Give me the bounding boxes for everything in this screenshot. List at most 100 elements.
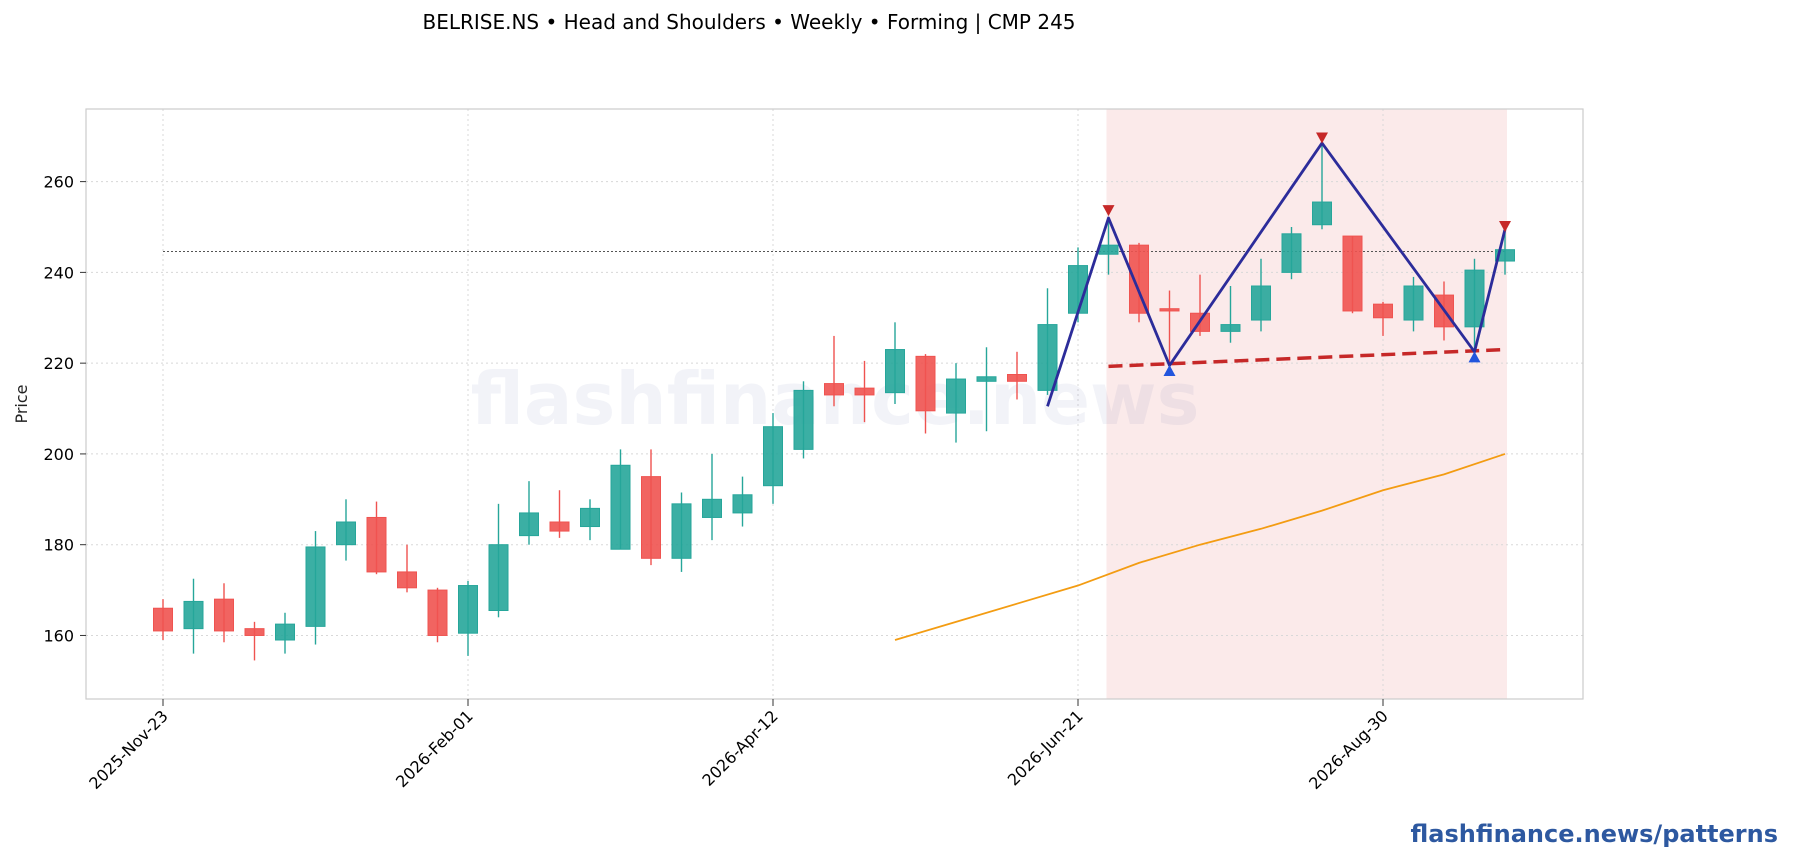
candle (427, 587, 448, 643)
candle (1403, 276, 1424, 332)
candle-body (824, 383, 844, 396)
candle (1159, 290, 1180, 368)
x-tick-label: 2025-Nov-23 (85, 706, 172, 793)
candle-body (1220, 324, 1241, 332)
pattern-markers (1102, 132, 1511, 376)
pattern-path (1046, 141, 1507, 407)
peak-marker (1102, 205, 1115, 217)
candle (702, 453, 722, 541)
candle-body (793, 389, 814, 450)
candle-body (763, 426, 783, 487)
candle-body (610, 464, 631, 550)
candle-body (641, 476, 661, 559)
candle (1342, 235, 1363, 314)
candle (610, 449, 631, 550)
candle-body (275, 623, 295, 641)
candle (519, 481, 539, 545)
candle (1373, 301, 1393, 336)
candle (153, 599, 173, 640)
candle-body (336, 521, 356, 546)
candle-body (946, 378, 966, 414)
candle (305, 531, 326, 645)
candle (946, 363, 966, 443)
peak-marker (1499, 221, 1511, 232)
candle-body (1403, 285, 1424, 321)
candle-body (1251, 285, 1271, 321)
candle-body (244, 628, 265, 636)
candle (641, 449, 661, 566)
candle (549, 490, 570, 538)
candle (793, 381, 814, 459)
peak-marker (1316, 132, 1328, 144)
moving-average-line (894, 453, 1506, 641)
chart-title: BELRISE.NS • Head and Shoulders • Weekly… (422, 10, 1075, 34)
watermark: flashfinance.news (471, 357, 1200, 441)
candle-body (885, 349, 905, 394)
candle-body (1281, 233, 1302, 273)
candle (580, 499, 600, 541)
candle (824, 335, 844, 407)
candle (458, 581, 478, 656)
candle (183, 578, 204, 654)
candle-body (488, 544, 509, 612)
x-axis: 2025-Nov-23 2026-Feb-01 2026-Apr-12 2026-Ju… (85, 699, 1392, 793)
candle-body (1098, 244, 1119, 255)
candle (1007, 351, 1027, 400)
candle-body (153, 607, 173, 632)
candle-body (976, 376, 997, 382)
footer-link[interactable]: flashfinance.news/patterns (1410, 820, 1778, 848)
candle-body (732, 494, 753, 514)
y-tick-label: 260 (43, 173, 74, 192)
candle (671, 492, 692, 572)
candle (1464, 258, 1485, 352)
candle (1220, 286, 1241, 343)
candle-body (671, 503, 692, 559)
y-tick-label: 160 (43, 626, 74, 645)
candle-body (549, 521, 570, 532)
candle (366, 501, 387, 575)
y-tick-label: 240 (43, 263, 74, 282)
y-axis: 160 180 200 220 240 260 (43, 173, 86, 645)
candle (763, 413, 783, 504)
candle-body (1159, 308, 1180, 312)
candle-body (580, 507, 600, 528)
candle (976, 347, 997, 432)
candle (1129, 242, 1149, 323)
candle-body (1342, 235, 1363, 312)
candle-body (427, 589, 448, 636)
candle (732, 476, 753, 527)
trough-marker (1163, 364, 1176, 376)
candle-body (519, 512, 539, 537)
candle-body (366, 516, 387, 573)
candle-body (305, 546, 326, 627)
candle-body (397, 571, 417, 589)
candle-body (915, 355, 936, 412)
candle-body (1312, 201, 1332, 226)
candle (1312, 145, 1332, 230)
y-tick-label: 220 (43, 354, 74, 373)
candle-body (1464, 269, 1485, 328)
candle-body (1007, 374, 1027, 382)
candle (854, 360, 875, 423)
plot-frame (85, 108, 1584, 700)
x-tick-label: 2026-Aug-30 (1305, 706, 1392, 793)
x-tick-label: 2026-Jun-21 (1004, 706, 1087, 789)
trough-marker (1468, 351, 1481, 363)
x-tick-label: 2026-Feb-01 (392, 706, 477, 791)
candle (214, 583, 234, 643)
candle-body (1373, 303, 1393, 319)
candle-body (214, 598, 234, 632)
candle (336, 499, 356, 561)
candle (1037, 288, 1058, 395)
candle (397, 544, 417, 593)
candle (488, 503, 509, 618)
candle-body (458, 585, 478, 634)
candle-body (854, 387, 875, 396)
y-tick-label: 200 (43, 445, 74, 464)
candle (244, 621, 265, 661)
candle (885, 322, 905, 404)
candle-body (183, 600, 204, 630)
candle-body (1495, 249, 1515, 262)
neckline (1108, 347, 1506, 369)
